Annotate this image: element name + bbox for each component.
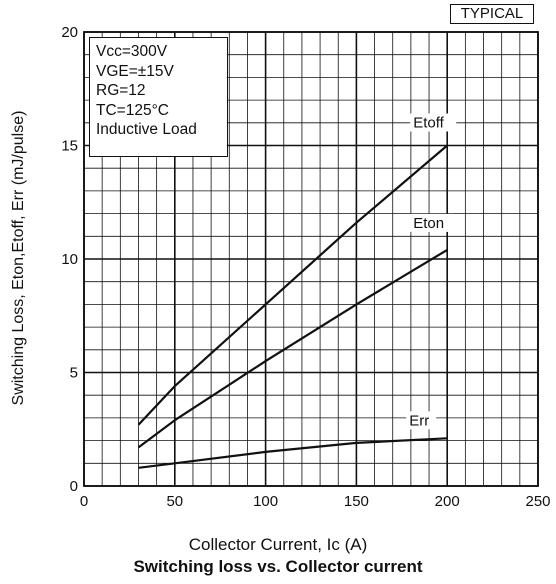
tick-labels: 0 50 100 150 200 250 0 5 10 15 20 (61, 24, 550, 510)
x-tick-label: 150 (344, 493, 369, 510)
y-tick-label: 15 (61, 138, 78, 155)
x-tick-label: 250 (525, 493, 550, 510)
series-lines (137, 144, 448, 469)
series-label-eton: Eton (413, 215, 444, 232)
condition-vcc: Vcc=300V (96, 43, 168, 60)
chart-caption: Switching loss vs. Collector current (133, 557, 423, 576)
series-label-bg (406, 411, 437, 430)
test-conditions-box: Vcc=300V VGE=±15V RG=12 TC=125°C Inducti… (89, 37, 228, 157)
condition-tc: TC=125°C (96, 101, 169, 119)
typical-badge: TYPICAL (450, 4, 534, 24)
y-tick-label: 5 (70, 365, 78, 382)
axes (83, 31, 539, 487)
y-tick-label: 0 (70, 478, 78, 495)
series-label-bg (410, 113, 457, 132)
series-label-err: Err (409, 412, 429, 429)
x-tick-label: 50 (166, 493, 183, 510)
y-tick-label: 10 (61, 251, 78, 268)
y-tick-label: 20 (61, 24, 78, 41)
x-tick-label: 200 (435, 493, 460, 510)
series-labels: Etoff Eton Err (406, 113, 457, 430)
x-tick-label: 0 (80, 493, 88, 510)
series-line-etoff (137, 144, 448, 426)
x-tick-label: 100 (253, 493, 278, 510)
series-line-eton (137, 248, 448, 449)
condition-rg: RG=12 (96, 82, 146, 99)
x-axis-label: Collector Current, Ic (A) (188, 535, 368, 554)
y-axis-label: Switching Loss, Eton,Etoff, Err (mJ/puls… (10, 111, 27, 406)
condition-load: Inductive Load (96, 121, 197, 138)
plot-frame (83, 31, 539, 487)
condition-vge: VGE=±15V (96, 62, 174, 80)
series-label-bg (410, 213, 455, 232)
series-line-err (138, 437, 448, 469)
series-label-etoff: Etoff (413, 115, 444, 132)
